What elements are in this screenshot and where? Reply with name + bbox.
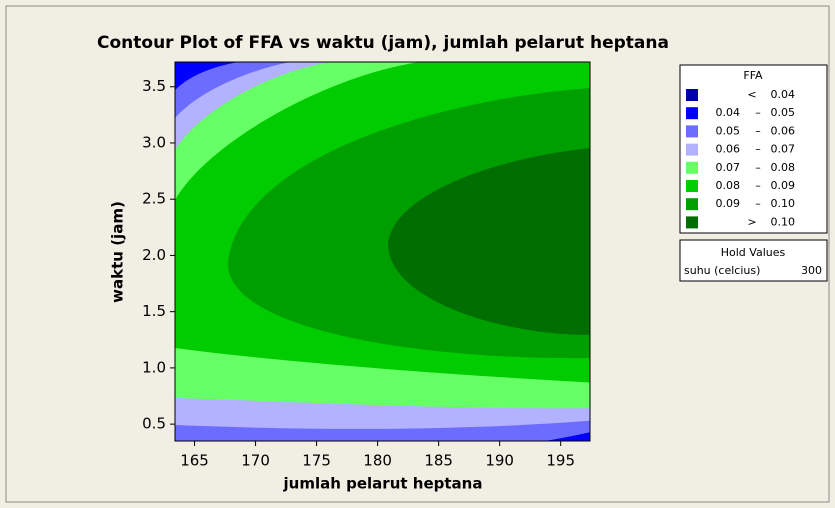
plot-area — [175, 62, 590, 441]
hold-name: suhu (celcius) — [684, 264, 760, 277]
x-tick-label: 165 — [180, 452, 209, 470]
y-tick-label: 2.0 — [142, 246, 166, 264]
legend-value: 0.09 — [771, 179, 796, 192]
plot-border — [174, 61, 591, 442]
chart-title: Contour Plot of FFA vs waktu (jam), juml… — [97, 33, 669, 53]
legend-sep: – — [755, 197, 761, 210]
hold-box — [679, 239, 828, 282]
y-tick-label: 0.5 — [142, 415, 166, 433]
legend-value: 0.04 — [716, 106, 741, 119]
legend-value: 0.07 — [716, 161, 741, 174]
legend-value: 0.04 — [771, 88, 796, 101]
y-tick-label: 1.5 — [142, 302, 166, 320]
y-tick-label: 2.5 — [142, 190, 166, 208]
legend-swatch — [686, 216, 698, 229]
legend-value: 0.05 — [716, 124, 741, 137]
x-tick-label: 175 — [302, 452, 331, 470]
legend-box — [679, 64, 828, 234]
legend-swatch — [686, 125, 698, 138]
y-tick-label: 3.5 — [142, 77, 166, 95]
legend-value: 0.08 — [771, 161, 796, 174]
legend-sep: – — [755, 161, 761, 174]
x-tick-label: 185 — [424, 452, 453, 470]
legend-value: 0.10 — [771, 215, 796, 228]
contour-band — [388, 148, 590, 335]
legend-sep: – — [755, 179, 761, 192]
y-axis-label: waktu (jam) — [109, 201, 127, 303]
legend-sep: – — [755, 143, 761, 156]
legend-swatch — [686, 107, 698, 120]
x-tick-label: 190 — [485, 452, 514, 470]
legend-sign: < — [747, 88, 756, 101]
legend-value: 0.05 — [771, 106, 796, 119]
hold-title: Hold Values — [721, 246, 786, 259]
legend-value: 0.08 — [716, 179, 741, 192]
hold-value: 300 — [801, 264, 822, 277]
legend-sep: – — [755, 124, 761, 137]
legend-value: 0.10 — [771, 197, 796, 210]
legend-swatch — [686, 161, 698, 174]
legend-sign: > — [747, 215, 756, 228]
legend-swatch — [686, 180, 698, 192]
x-tick-label: 180 — [363, 452, 392, 470]
x-tick-label: 195 — [546, 452, 575, 470]
legend-swatch — [686, 89, 698, 101]
legend-value: 0.06 — [716, 143, 741, 156]
legend-swatch — [686, 198, 698, 211]
legend-title: FFA — [743, 69, 763, 82]
legend-value: 0.07 — [771, 143, 796, 156]
legend-value: 0.06 — [771, 124, 796, 137]
legend-value: 0.09 — [716, 197, 741, 210]
x-tick-label: 170 — [241, 452, 270, 470]
x-axis-label: jumlah pelarut heptana — [283, 475, 483, 493]
legend-swatch — [686, 143, 698, 156]
y-tick-label: 1.0 — [142, 358, 166, 376]
legend-sep: – — [755, 106, 761, 119]
y-tick-label: 3.0 — [142, 133, 166, 151]
